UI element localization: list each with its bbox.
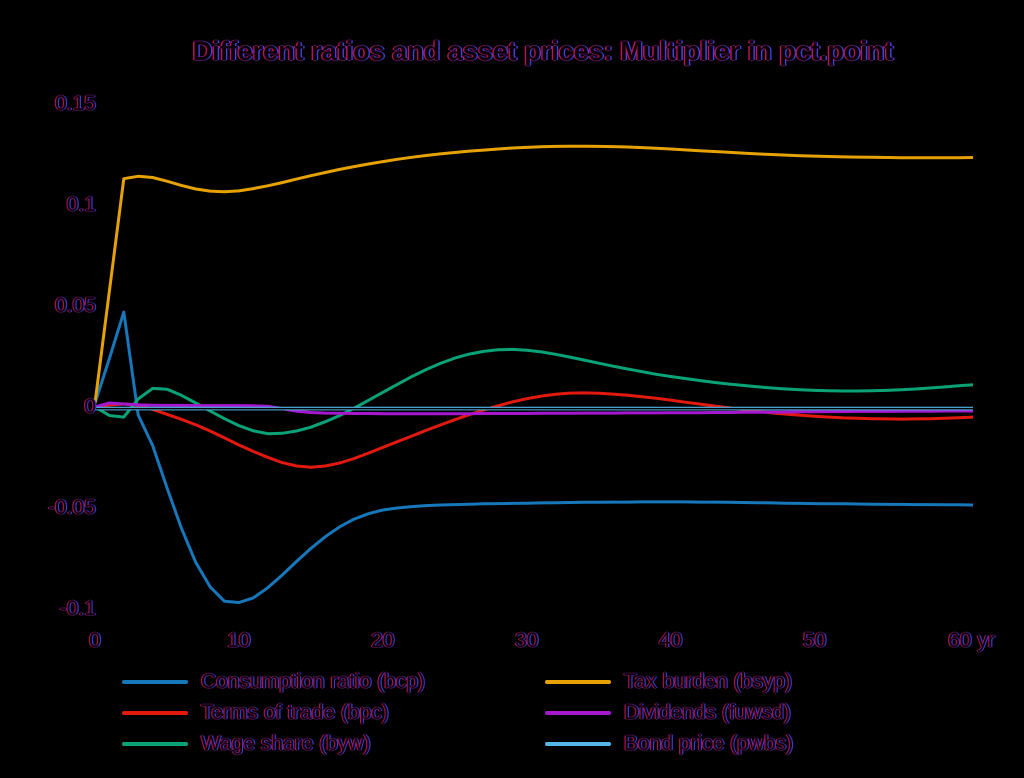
x-tick-label: 0 bbox=[89, 629, 101, 652]
x-tick-label: 30 bbox=[515, 629, 539, 652]
y-tick-label: -0.05 bbox=[48, 496, 96, 519]
legend-label: Consumption ratio (bcp) bbox=[201, 670, 426, 693]
legend-item: Wage share (byw) bbox=[122, 731, 371, 757]
legend-item: Tax burden (bsyp) bbox=[545, 669, 792, 695]
chart-title: Different ratios and asset prices: Multi… bbox=[192, 36, 894, 66]
legend-label: Wage share (byw) bbox=[201, 732, 371, 755]
legend-label: Dividends (fuwsd) bbox=[624, 701, 791, 724]
legend-line-sample bbox=[545, 711, 611, 715]
x-tick-label: 10 bbox=[227, 629, 251, 652]
series-line-consumption-ratio-bcp bbox=[93, 310, 974, 604]
legend-label: Bond price (pwbs) bbox=[624, 732, 794, 755]
legend-line-sample bbox=[122, 742, 188, 746]
y-tick-label: 0.05 bbox=[55, 294, 96, 317]
legend-line-sample bbox=[545, 742, 611, 746]
legend-line-sample bbox=[545, 680, 611, 684]
legend-line-sample bbox=[122, 680, 188, 684]
legend-item: Consumption ratio (bcp) bbox=[122, 669, 425, 695]
legend-item: Dividends (fuwsd) bbox=[545, 700, 791, 726]
y-tick-label: -0.1 bbox=[59, 597, 96, 620]
y-tick-label: 0.15 bbox=[55, 92, 96, 115]
series-line-wage-share-byw bbox=[94, 347, 974, 436]
series-line-tax-burden-bsyp bbox=[93, 144, 974, 404]
legend-line-sample bbox=[122, 711, 188, 715]
x-tick-label: 40 bbox=[659, 629, 683, 652]
x-tick-label: 50 bbox=[802, 629, 827, 652]
x-tick-label: 20 bbox=[371, 629, 395, 652]
legend-item: Terms of trade (bpc) bbox=[122, 700, 389, 726]
x-tick-label: 60 yr bbox=[948, 629, 995, 652]
y-tick-label: 0 bbox=[84, 395, 96, 418]
legend-item: Bond price (pwbs) bbox=[545, 731, 793, 757]
legend-label: Tax burden (bsyp) bbox=[624, 670, 793, 693]
series-line-terms-of-trade-bpc bbox=[94, 391, 974, 469]
y-tick-label: 0.1 bbox=[66, 193, 96, 216]
legend-label: Terms of trade (bpc) bbox=[201, 701, 389, 724]
series-line-dividends-fuwsd bbox=[94, 401, 973, 416]
